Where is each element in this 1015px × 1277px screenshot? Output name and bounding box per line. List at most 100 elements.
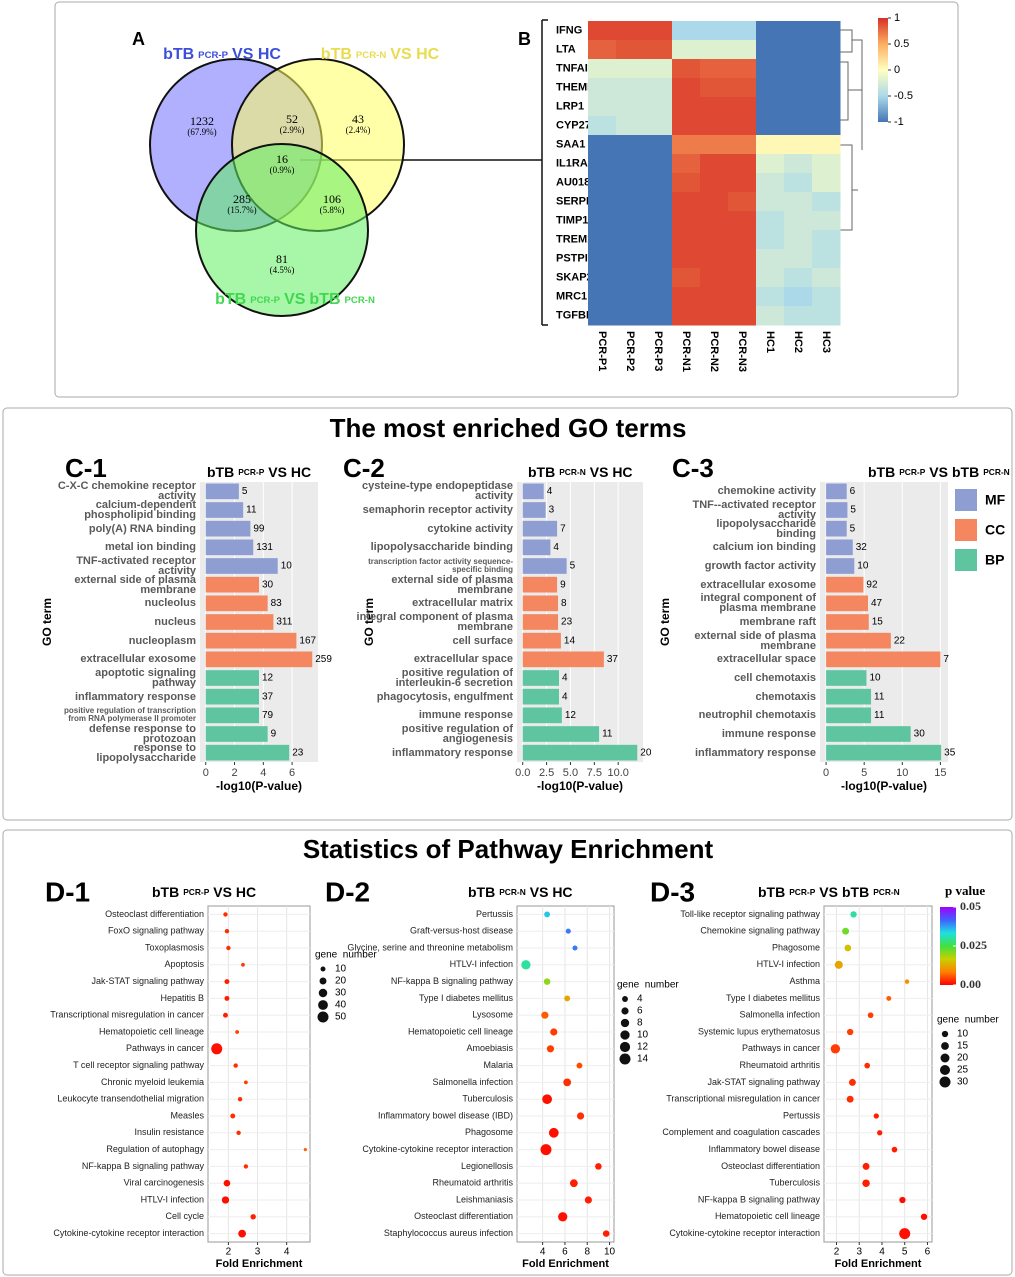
dot [223, 912, 228, 917]
panel-frame [2, 407, 1013, 821]
x-tick-label: 0 [203, 767, 209, 779]
category-label: positive regulation of transcription fro… [63, 706, 196, 724]
x-tick-label: 0 [823, 767, 829, 779]
x-tick-label: 5.0 [563, 767, 578, 779]
heatmap-cell [784, 154, 813, 174]
category-label: Regulation of autophagy [106, 1144, 204, 1154]
x-axis-label: Fold Enrichment [522, 1258, 609, 1270]
gene-count: 47 [871, 598, 883, 609]
gene-count: 79 [262, 710, 274, 721]
dot [223, 1012, 228, 1018]
gene-count: 10 [281, 561, 293, 572]
category-label: NF-kappa B signaling pathway [391, 976, 514, 986]
x-tick-label: 2.5 [539, 767, 554, 779]
dot [233, 1063, 238, 1068]
gene-count: 37 [262, 691, 274, 702]
row-label: SAA1 [556, 138, 585, 150]
category-label: positive regulation of interleukin-6 sec… [395, 667, 513, 689]
heatmap-cell [812, 268, 841, 288]
title-part: PCR-N [499, 887, 526, 897]
dot [873, 1113, 879, 1119]
dot [862, 1179, 870, 1187]
category-label: nucleolus [144, 597, 196, 610]
heatmap-cell [728, 78, 757, 98]
category-label: Type I diabetes mellitus [726, 993, 821, 1003]
category-label: Hematopoietic cell lineage [408, 1026, 513, 1036]
heatmap-cell [756, 192, 785, 212]
heatmap-cell [812, 173, 841, 193]
gene-count: 12 [565, 710, 577, 721]
size-legend-dot [317, 1011, 329, 1023]
heatmap-cell [784, 211, 813, 231]
x-tick-label: 15 [934, 767, 946, 779]
bar [522, 595, 559, 612]
heatmap-cell [812, 116, 841, 136]
title-part: VS HC [530, 884, 573, 900]
panel-label: D-3 [650, 876, 695, 907]
x-tick-label: 7.5 [587, 767, 602, 779]
category-label: extracellular space [413, 653, 513, 666]
gene-count: 131 [256, 542, 273, 553]
category-label: Pertussis [783, 1110, 821, 1120]
color-legend-bar [940, 907, 956, 985]
bar [826, 707, 872, 724]
bar [522, 726, 600, 742]
gene-count: 8 [561, 598, 567, 609]
legend-label: BP [985, 552, 1004, 568]
heatmap-cell [672, 230, 701, 250]
category-label: Pertussis [476, 909, 514, 919]
title-part: PCR-P [899, 467, 925, 477]
venn-count: 106 [323, 192, 341, 206]
category-label: Inflammatory bowel disease [708, 1144, 820, 1154]
x-tick-label: 0.0 [515, 767, 530, 779]
heatmap-cell [672, 192, 701, 212]
heatmap-cell [616, 306, 645, 326]
panel-label: A [132, 29, 145, 49]
gene-count: 4 [562, 691, 568, 702]
column-label: PCR-P3 [652, 331, 664, 371]
category-label: Measles [170, 1110, 204, 1120]
gene-count: 32 [856, 542, 868, 553]
x-axis-label: Fold Enrichment [216, 1258, 303, 1270]
title-part: PCR-N [345, 295, 375, 306]
category-label: metal ion binding [104, 541, 196, 554]
heatmap-cell [644, 192, 673, 212]
category-label: semaphorin receptor activity [362, 504, 513, 516]
category-label: Osteoclast differentiation [105, 909, 204, 919]
category-label: calcium-dependent phospholipid binding [84, 499, 196, 521]
title-part: bTB [215, 291, 246, 308]
heatmap-cell [784, 135, 813, 155]
x-tick-label: 5 [902, 1247, 908, 1258]
x-tick-label: 6 [289, 767, 295, 779]
chart-title: bTB PCR-P VS bTB PCR-N [868, 464, 1010, 480]
dot [584, 1196, 592, 1204]
section-title: Statistics of Pathway Enrichment [303, 834, 714, 864]
dot [224, 995, 230, 1001]
category-label: positive regulation of angiogenesis [401, 723, 513, 745]
bar [826, 520, 847, 537]
venn-set [195, 143, 369, 317]
dot [572, 945, 578, 951]
dot [241, 962, 245, 967]
category-label: phagocytosis, engulfment [376, 690, 513, 703]
dot [230, 1113, 236, 1119]
category-label: immune response [721, 728, 816, 740]
row-label: MRC1 [556, 290, 587, 302]
category-label: Systemic lupus erythematosus [698, 1026, 821, 1036]
category-label: Osteoclast differentiation [721, 1161, 820, 1171]
bar [826, 539, 853, 556]
x-tick-label: 3 [255, 1247, 261, 1258]
column-label: HC3 [820, 331, 832, 353]
venn-percent: (2.4%) [346, 125, 371, 135]
category-label: inflammatory response [391, 746, 513, 759]
heatmap-cell [672, 97, 701, 117]
dot [920, 1213, 928, 1220]
category-label: growth factor activity [704, 560, 816, 572]
heatmap-cell [700, 173, 729, 193]
dot [541, 1011, 549, 1019]
x-tick-label: 5 [861, 767, 867, 779]
category-label: T cell receptor signaling pathway [73, 1060, 204, 1070]
heatmap-cell [756, 211, 785, 231]
x-tick-label: 2 [231, 767, 237, 779]
heatmap-cell [728, 173, 757, 193]
